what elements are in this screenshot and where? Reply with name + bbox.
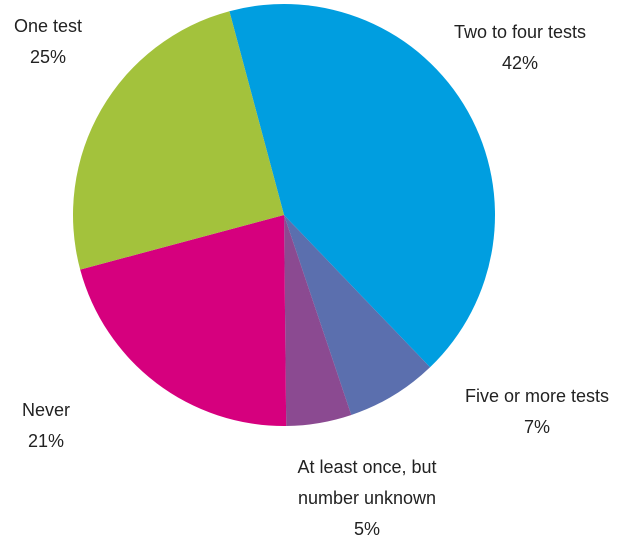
pie-slice [80, 215, 287, 426]
pie-slice [284, 215, 352, 426]
value-label: 25% [29, 47, 67, 67]
category-label: One test [13, 16, 83, 36]
slice-label: Never 21% [0, 395, 151, 457]
pie-slice [284, 215, 431, 415]
value-label: 7% [523, 417, 550, 437]
category-label: At least once, but number unknown [297, 457, 437, 508]
pie-slice [229, 3, 496, 368]
value-label: 5% [353, 519, 380, 539]
category-label: Two to four tests [453, 22, 587, 42]
category-label: Never [21, 400, 70, 420]
value-label: 42% [501, 53, 539, 73]
pie-slice [73, 11, 284, 270]
slice-label: At least once, but number unknown 5% [262, 452, 472, 539]
value-label: 21% [27, 431, 65, 451]
slice-label: Two to four tests 42% [415, 17, 625, 79]
category-label: Five or more tests [464, 386, 610, 406]
slice-label: One test 25% [0, 11, 153, 73]
slice-label: Five or more tests 7% [432, 381, 629, 443]
